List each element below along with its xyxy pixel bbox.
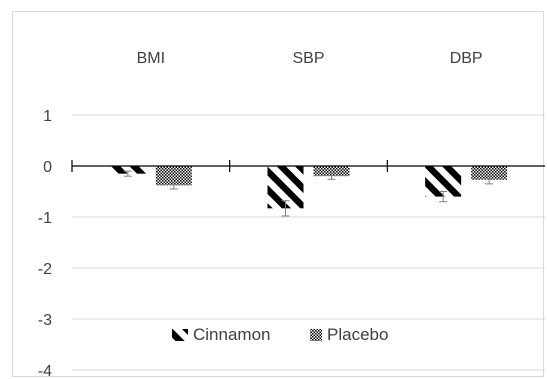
bar-placebo (313, 166, 350, 177)
bar-placebo (155, 166, 192, 186)
y-tick-label: 1 (43, 108, 52, 125)
y-tick-label: 0 (43, 159, 52, 176)
legend-label-cinnamon: Cinnamon (193, 325, 271, 344)
legend-swatch-cinnamon (172, 329, 188, 341)
y-tick-label: -2 (38, 261, 52, 278)
y-tick-label: -4 (38, 363, 52, 379)
legend-label-placebo: Placebo (327, 325, 388, 344)
y-tick-label: -3 (38, 312, 52, 329)
legend: Cinnamon Placebo (172, 325, 388, 344)
category-label: DBP (450, 50, 483, 67)
chart-border (12, 11, 544, 377)
category-label: BMI (137, 50, 165, 67)
category-label: SBP (292, 50, 324, 67)
gridlines (72, 114, 545, 371)
legend-swatch-placebo (310, 329, 322, 341)
labels: 1 0 -1 -2 -3 -4 BMI SBP DBP (38, 50, 483, 379)
axes (71, 160, 545, 172)
y-tick-label: -1 (38, 210, 52, 227)
bars (109, 166, 508, 217)
bar-placebo (471, 166, 508, 180)
bar-cinnamon (109, 166, 146, 174)
